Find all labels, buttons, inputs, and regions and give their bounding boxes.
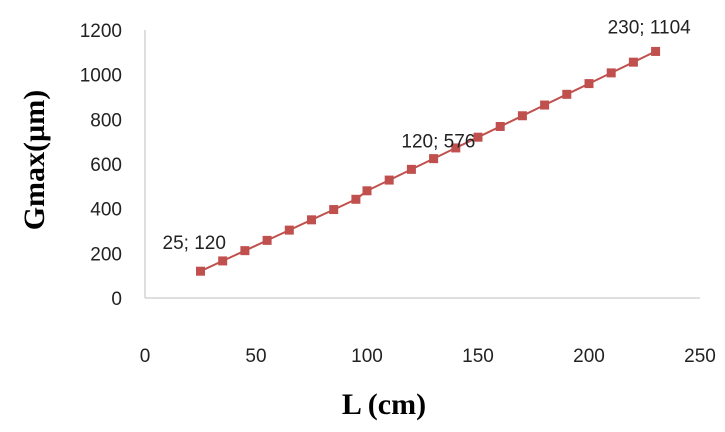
data-label: 230; 1104 <box>608 17 692 38</box>
data-point <box>495 121 505 131</box>
data-point <box>218 256 228 266</box>
y-tick-label: 800 <box>90 110 122 131</box>
data-point <box>307 215 316 225</box>
data-point <box>429 154 439 164</box>
x-tick-labels: 0 50 100 150 200 250 <box>140 346 716 367</box>
x-tick-label: 250 <box>684 346 716 367</box>
data-point <box>196 266 205 276</box>
x-tick-label: 100 <box>351 346 383 367</box>
data-point <box>584 79 594 89</box>
data-point <box>628 57 638 67</box>
data-point <box>540 100 550 110</box>
x-axis-title: L (cm) <box>342 388 426 421</box>
data-label: 120; 576 <box>401 131 475 152</box>
data-labels: 25; 120 120; 576 230; 1104 <box>163 17 692 254</box>
series-line <box>200 50 657 273</box>
data-point <box>384 175 394 185</box>
data-point <box>240 246 250 256</box>
data-point <box>351 194 361 204</box>
y-tick-labels: 0 200 400 600 800 1000 1200 <box>80 21 122 310</box>
y-tick-label: 1000 <box>80 66 122 87</box>
y-tick-label: 600 <box>90 155 122 176</box>
data-point <box>517 111 527 121</box>
data-label: 25; 120 <box>163 233 226 254</box>
x-tick-label: 50 <box>245 346 266 367</box>
data-point <box>362 186 372 196</box>
data-point <box>473 132 483 142</box>
data-point <box>651 46 661 56</box>
data-point <box>406 164 416 174</box>
data-point <box>451 143 461 153</box>
y-tick-label: 1200 <box>80 21 122 42</box>
series-group <box>196 46 661 276</box>
x-tick-label: 200 <box>573 346 605 367</box>
y-tick-label: 0 <box>111 289 122 310</box>
plot-area <box>144 30 700 299</box>
y-tick-label: 400 <box>90 200 122 221</box>
x-tick-label: 0 <box>140 346 151 367</box>
data-point <box>562 89 572 99</box>
data-point <box>284 225 294 235</box>
data-point <box>606 68 616 78</box>
data-point <box>329 205 339 215</box>
x-tick-label: 150 <box>462 346 494 367</box>
y-axis-title: Gmax(µm) <box>18 90 51 231</box>
y-tick-label: 200 <box>90 244 122 265</box>
data-point <box>262 235 272 245</box>
